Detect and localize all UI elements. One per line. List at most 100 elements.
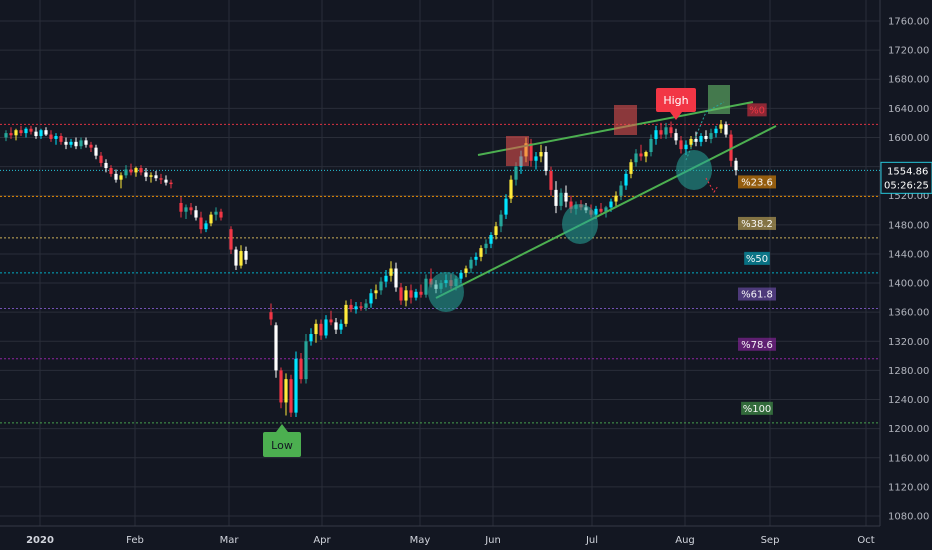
candle-body: [734, 160, 738, 171]
candle-body: [704, 136, 708, 139]
fib-label: %78.6: [741, 340, 773, 351]
price-tag: 1554.86: [887, 166, 928, 177]
candle-body: [299, 358, 303, 380]
candle-body: [189, 207, 193, 211]
candle-body: [89, 144, 93, 148]
candle-body: [624, 173, 628, 186]
candle-body: [499, 214, 503, 227]
y-tick-label: 1680.00: [888, 75, 929, 86]
candle-body: [559, 192, 563, 206]
low-flag-bg: [263, 432, 301, 457]
y-tick-label: 1480.00: [888, 220, 929, 231]
candle-body: [329, 319, 333, 323]
candle-body: [119, 175, 123, 180]
candle-body: [99, 155, 103, 163]
x-tick-label: May: [410, 535, 431, 546]
support-touch-circle: [428, 272, 464, 312]
projection-down: [705, 177, 719, 193]
fib-label-bg: [738, 337, 776, 351]
y-tick-label: 1160.00: [888, 453, 929, 464]
candle-body: [19, 130, 23, 134]
support-touch-circle: [676, 150, 712, 190]
candle-body: [509, 179, 513, 199]
candle-body: [534, 156, 538, 161]
candle-body: [629, 162, 633, 174]
y-tick-label: 1280.00: [888, 366, 929, 377]
candle-body: [14, 130, 18, 136]
candle-body: [364, 303, 368, 308]
support-trendline: [435, 125, 777, 299]
x-tick-label: Jun: [484, 535, 501, 546]
fib-label-bg: [738, 216, 776, 230]
candle-body: [379, 281, 383, 291]
projection-up: [685, 101, 725, 161]
fib-label: %100: [743, 404, 772, 415]
candle-body: [619, 185, 623, 196]
candle-body: [134, 168, 138, 173]
support-touch-circle: [562, 204, 598, 244]
candle-body: [274, 325, 278, 371]
candle-body: [219, 211, 223, 218]
candle-body: [29, 128, 33, 132]
candle-body: [204, 223, 208, 230]
candle-body: [74, 141, 78, 147]
candle-body: [294, 358, 298, 413]
candle-body: [209, 214, 213, 224]
candle-body: [399, 287, 403, 301]
candle-body: [489, 235, 493, 244]
y-tick-label: 1120.00: [888, 482, 929, 493]
candle-body: [679, 140, 683, 150]
candle-body: [599, 208, 603, 212]
resistance-box: [506, 136, 529, 166]
candle-body: [659, 130, 663, 135]
candle-body: [324, 319, 328, 336]
candle-body: [419, 291, 423, 295]
candle-body: [24, 128, 28, 134]
low-label: Low: [271, 439, 293, 452]
candle-body: [304, 341, 308, 380]
candle-body: [529, 143, 533, 161]
candle-body: [339, 323, 343, 330]
y-tick-label: 1360.00: [888, 308, 929, 319]
candle-body: [229, 229, 233, 250]
candle-body: [464, 268, 468, 273]
candle-body: [719, 124, 723, 129]
fib-label-bg: [738, 175, 776, 189]
y-tick-label: 1600.00: [888, 133, 929, 144]
y-tick-label: 1240.00: [888, 395, 929, 406]
candle-body: [244, 251, 248, 260]
high-flag-bg: [656, 88, 696, 112]
candle-body: [694, 138, 698, 142]
candle-body: [169, 182, 173, 185]
candle-body: [139, 168, 143, 173]
fib-label-bg: [744, 251, 770, 265]
candle-body: [214, 211, 218, 215]
y-tick-label: 1320.00: [888, 337, 929, 348]
candle-body: [539, 152, 543, 157]
candle-body: [334, 322, 338, 330]
candle-body: [424, 278, 428, 295]
candle-body: [269, 312, 273, 320]
drawings: High Low: [263, 85, 777, 457]
candle-body: [284, 379, 288, 403]
candle-body: [634, 153, 638, 163]
candle-body: [164, 179, 168, 183]
candle-body: [404, 290, 408, 301]
candle-body: [649, 138, 653, 153]
candle-body: [384, 275, 388, 282]
candle-body: [549, 170, 553, 190]
candle-body: [569, 201, 573, 209]
y-tick-label: 1440.00: [888, 249, 929, 260]
x-tick-label: Oct: [857, 535, 874, 546]
candle-body: [49, 134, 53, 139]
candle-body: [34, 131, 38, 137]
fib-label: %0: [749, 105, 765, 116]
y-tick-label: 1720.00: [888, 46, 929, 57]
candle-body: [319, 323, 323, 336]
candle-body: [309, 334, 313, 342]
candle-body: [94, 147, 98, 156]
low-flag-pointer: [276, 424, 288, 432]
y-tick-label: 1640.00: [888, 104, 929, 115]
